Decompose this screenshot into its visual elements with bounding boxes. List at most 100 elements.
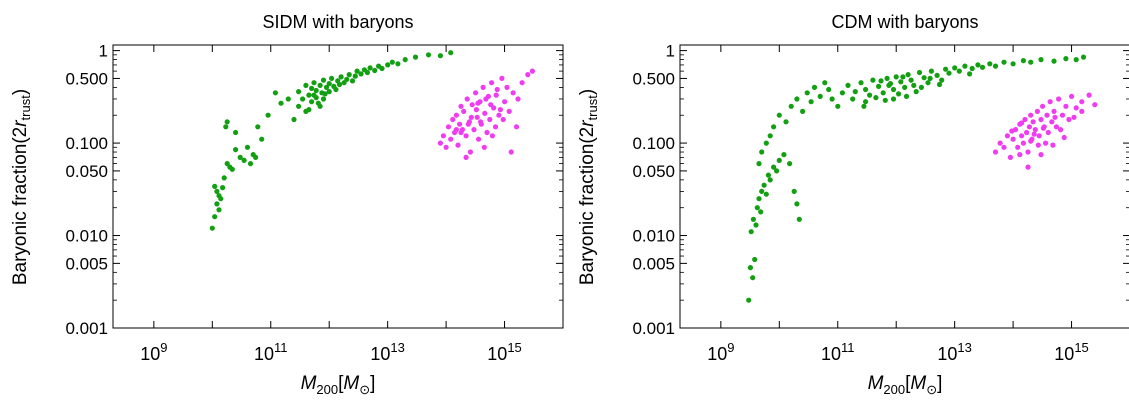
data-point [255,124,261,130]
data-point [336,81,343,88]
data-point [759,188,765,194]
data-point [905,72,911,78]
data-point [487,116,493,123]
data-point [903,93,910,99]
data-point [216,207,222,213]
data-point [939,77,945,83]
data-point [898,79,904,85]
data-point [473,90,479,96]
data-point [1049,119,1055,125]
data-point [873,95,879,101]
x-tick-label: 1011 [821,340,855,364]
data-point [1010,136,1016,142]
data-point [896,91,902,97]
data-point [913,89,919,95]
data-point [748,229,754,235]
data-point [1030,119,1036,125]
data-point [1020,140,1026,146]
data-point [758,209,764,215]
data-point [285,96,291,102]
data-point [1063,56,1069,62]
panel-sidm: SIDM with baryons 0.0010.0050.0100.0500.… [10,12,564,397]
x-tick-label: 1011 [254,340,288,364]
data-point [1038,152,1044,158]
data-point [220,185,226,191]
data-point [291,116,297,123]
data-point [502,99,508,105]
data-point [525,72,531,78]
data-point [448,50,454,56]
data-point [1053,124,1059,130]
data-point [1022,116,1028,123]
y-tick-label: 0.100 [632,134,675,153]
data-point [513,124,520,130]
data-point [788,103,794,109]
data-point [489,133,495,139]
data-point [443,144,449,150]
data-point [882,97,888,103]
data-point [771,164,777,170]
data-point [829,96,835,102]
data-point [1015,144,1021,150]
data-point [1080,54,1087,60]
data-point [1026,124,1032,130]
data-point [214,188,220,194]
data-point [987,61,993,67]
data-point [761,182,767,188]
data-point [936,81,943,88]
data-point [333,86,339,93]
y-axis-label: Baryonic fraction(2rtrust) [577,89,600,285]
x-tick-label: 109 [707,340,734,364]
data-point [1038,57,1044,63]
data-point [296,89,302,95]
data-point [464,96,470,102]
y-tick-label: 0.050 [65,162,108,181]
y-tick-label: 1 [99,42,108,61]
y-tick-label: 0.500 [65,69,108,88]
data-point [756,161,762,167]
data-point [1010,61,1016,67]
data-point [497,107,503,113]
data-point [1020,58,1026,64]
data-point [259,136,265,142]
data-point [765,172,772,178]
data-point [992,63,999,69]
data-point [753,222,759,228]
y-axis-label: Baryonic fraction(2rtrust) [10,89,33,285]
data-point [349,78,356,84]
data-point [884,75,890,81]
data-point [425,52,432,58]
data-point [992,149,999,155]
x-tick-label: 1015 [487,340,522,364]
data-point [1051,58,1057,64]
data-point [317,82,323,88]
data-point [223,124,229,130]
data-point [1040,125,1046,131]
data-point [1092,102,1098,108]
data-point [453,127,459,133]
y-tick-label: 0.100 [65,134,108,153]
data-point [969,65,975,72]
y-tick-label: 0.500 [632,69,675,88]
data-point [344,76,350,82]
data-point [1025,149,1031,155]
data-point [529,68,536,74]
data-point [488,102,494,108]
data-point [358,71,364,77]
data-point [1019,133,1025,139]
data-point [934,72,940,78]
data-point [890,96,897,102]
data-point [379,65,385,72]
data-point [1066,116,1072,123]
y-tick-label: 0.005 [65,254,108,273]
x-tick-label: 1015 [1054,340,1089,364]
data-point [212,183,218,189]
data-point [496,112,502,118]
data-point [870,77,876,83]
data-point [506,108,512,114]
data-point [510,90,516,96]
data-point [448,136,454,142]
data-point [902,84,908,90]
data-point [395,61,401,67]
